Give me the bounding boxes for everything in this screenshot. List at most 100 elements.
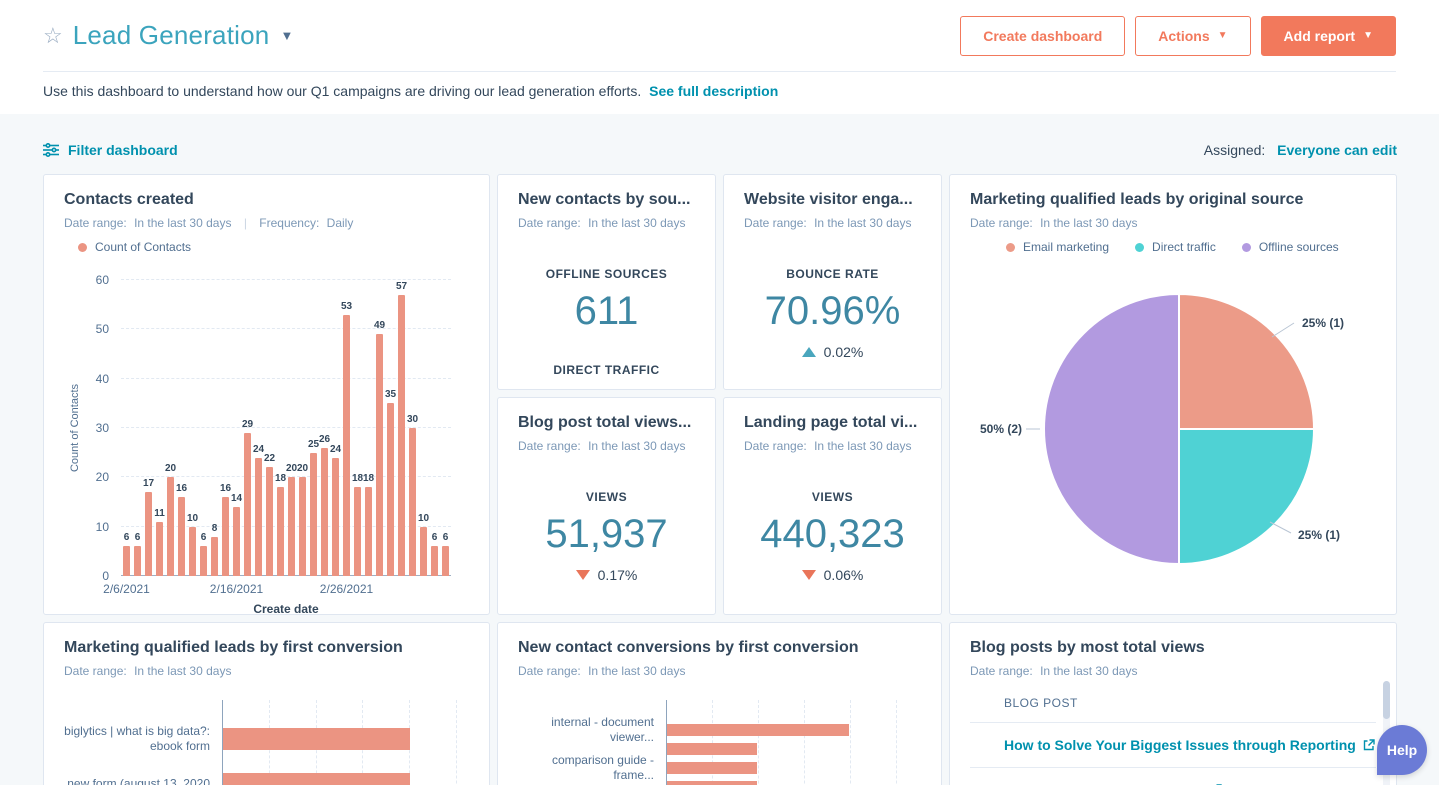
delta-value: 0.17%	[597, 567, 638, 583]
bar[interactable]	[667, 724, 849, 736]
bar[interactable]	[409, 428, 416, 576]
add-report-label: Add report	[1283, 27, 1356, 44]
legend-label: Count of Contacts	[95, 240, 192, 254]
bar[interactable]	[667, 781, 757, 785]
secondary-metric-label: DIRECT TRAFFIC	[553, 363, 660, 377]
card-subtitle: Date range: In the last 30 days | Freque…	[64, 216, 354, 230]
bar[interactable]	[299, 477, 306, 576]
bar[interactable]	[431, 546, 438, 576]
bar[interactable]	[233, 506, 240, 576]
metric-value: 70.96%	[764, 289, 901, 333]
actions-button[interactable]: Actions ▼	[1135, 15, 1251, 56]
bar[interactable]	[288, 477, 295, 576]
bar[interactable]	[211, 536, 218, 576]
bar[interactable]	[343, 314, 350, 576]
pie-label-direct: 25% (1)	[1298, 528, 1340, 542]
bar[interactable]	[223, 773, 411, 785]
card-title: Marketing qualified leads by original so…	[970, 191, 1304, 208]
bar[interactable]	[222, 497, 229, 576]
filter-sliders-icon	[43, 143, 59, 157]
bar[interactable]	[442, 546, 449, 576]
blog-post-link-label: How to Solve Your Biggest Issues through…	[1004, 737, 1356, 753]
pie-label-email: 25% (1)	[1302, 316, 1344, 330]
filter-dashboard-link[interactable]: Filter dashboard	[43, 142, 178, 158]
blog-post-link-label: Market Analysis for High Tech	[1004, 782, 1203, 785]
category-label: biglytics | what is big data?: ebook for…	[64, 724, 210, 753]
table-divider	[970, 767, 1376, 768]
chevron-down-icon: ▼	[1217, 30, 1228, 41]
report-grid: Contacts created Date range: In the last…	[43, 174, 1397, 785]
create-dashboard-label: Create dashboard	[983, 27, 1103, 44]
bar[interactable]	[145, 492, 152, 576]
bar[interactable]	[354, 487, 361, 576]
card-mql-by-first-conversion[interactable]: Marketing qualified leads by first conve…	[43, 622, 490, 785]
assigned-label: Assigned:	[1203, 142, 1266, 158]
title-chevron-down-icon[interactable]: ▼	[280, 28, 294, 43]
bar[interactable]	[420, 526, 427, 576]
bar[interactable]	[244, 432, 251, 576]
bar[interactable]	[189, 526, 196, 576]
help-button[interactable]: Help	[1377, 725, 1427, 775]
bar[interactable]	[667, 743, 757, 755]
bar[interactable]	[200, 546, 207, 576]
bar[interactable]	[255, 457, 262, 576]
delta-down-icon	[575, 570, 590, 580]
favorite-star-icon[interactable]: ☆	[43, 22, 63, 48]
card-blog-posts-by-views[interactable]: Blog posts by most total views Date rang…	[949, 622, 1397, 785]
bar[interactable]	[667, 762, 757, 774]
pie-leader-line	[1271, 322, 1295, 338]
card-title: New contact conversions by first convers…	[518, 639, 859, 656]
legend-dot	[1241, 242, 1251, 252]
bar[interactable]	[398, 294, 405, 576]
bar[interactable]	[310, 452, 317, 576]
bar[interactable]	[387, 403, 394, 576]
delta-value: 0.06%	[823, 567, 864, 583]
see-full-description-link[interactable]: See full description	[649, 83, 779, 99]
create-dashboard-button[interactable]: Create dashboard	[960, 15, 1126, 56]
card-title: New contacts by sou...	[518, 191, 691, 208]
delta-value: 0.02%	[823, 344, 864, 360]
bar[interactable]	[365, 487, 372, 576]
card-landing-page-total-views[interactable]: Landing page total vi... Date range: In …	[723, 397, 942, 615]
blog-post-link[interactable]: Market Analysis for High Tech	[1004, 782, 1222, 785]
card-blog-post-total-views[interactable]: Blog post total views... Date range: In …	[497, 397, 716, 615]
scrollbar-thumb[interactable]	[1383, 681, 1390, 719]
bar[interactable]	[123, 546, 130, 576]
card-new-contact-conversions[interactable]: New contact conversions by first convers…	[497, 622, 942, 785]
pie-slice-offline-sources[interactable]	[1043, 293, 1180, 565]
new-contact-conversions-plot: internal - document viewer... comparison …	[551, 692, 898, 785]
metric-value: 440,323	[760, 512, 905, 556]
card-title: Blog posts by most total views	[970, 639, 1205, 656]
dashboard-body: Filter dashboard Assigned: Everyone can …	[0, 114, 1439, 785]
bar[interactable]	[167, 477, 174, 576]
pie-slice-email-marketing[interactable]	[1178, 293, 1315, 430]
bar[interactable]	[178, 497, 185, 576]
delta-up-icon	[801, 347, 816, 357]
bar[interactable]	[134, 546, 141, 576]
bar[interactable]	[321, 447, 328, 576]
pie-legend: Email marketing Direct traffic Offline s…	[970, 240, 1376, 254]
card-title: Contacts created	[64, 191, 194, 208]
metric-label: BOUNCE RATE	[786, 267, 879, 281]
bar[interactable]	[332, 457, 339, 576]
assigned-everyone-can-edit-link[interactable]: Everyone can edit	[1277, 142, 1397, 158]
metric-value: 51,937	[545, 512, 668, 556]
chevron-down-icon: ▼	[1363, 30, 1373, 41]
bar[interactable]	[266, 467, 273, 576]
card-website-visitor-engagement[interactable]: Website visitor enga... Date range: In t…	[723, 174, 942, 390]
card-mql-by-original-source[interactable]: Marketing qualified leads by original so…	[949, 174, 1397, 615]
card-subtitle: Date range: In the last 30 days	[518, 439, 686, 453]
pie-chart: 25% (1) 50% (2) 25% (1)	[980, 293, 1344, 565]
bar[interactable]	[156, 521, 163, 576]
bar[interactable]	[376, 334, 383, 576]
pie-slice-direct-traffic[interactable]	[1178, 428, 1315, 565]
bar[interactable]	[223, 728, 411, 750]
blog-post-link[interactable]: How to Solve Your Biggest Issues through…	[1004, 737, 1375, 753]
legend-dot	[78, 242, 87, 252]
card-new-contacts-by-source[interactable]: New contacts by sou... Date range: In th…	[497, 174, 716, 390]
card-contacts-created[interactable]: Contacts created Date range: In the last…	[43, 174, 490, 615]
metric-label: VIEWS	[811, 490, 854, 504]
add-report-button[interactable]: Add report ▼	[1260, 15, 1396, 56]
card-subtitle: Date range: In the last 30 days	[970, 216, 1138, 230]
bar[interactable]	[277, 487, 284, 576]
